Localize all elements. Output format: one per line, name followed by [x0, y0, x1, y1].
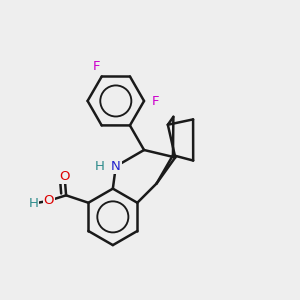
- Text: H: H: [94, 160, 104, 173]
- Text: F: F: [152, 94, 159, 107]
- Text: O: O: [44, 194, 54, 207]
- Text: F: F: [92, 60, 100, 73]
- Text: N: N: [111, 160, 121, 173]
- Text: H: H: [28, 197, 38, 210]
- Text: O: O: [59, 170, 70, 183]
